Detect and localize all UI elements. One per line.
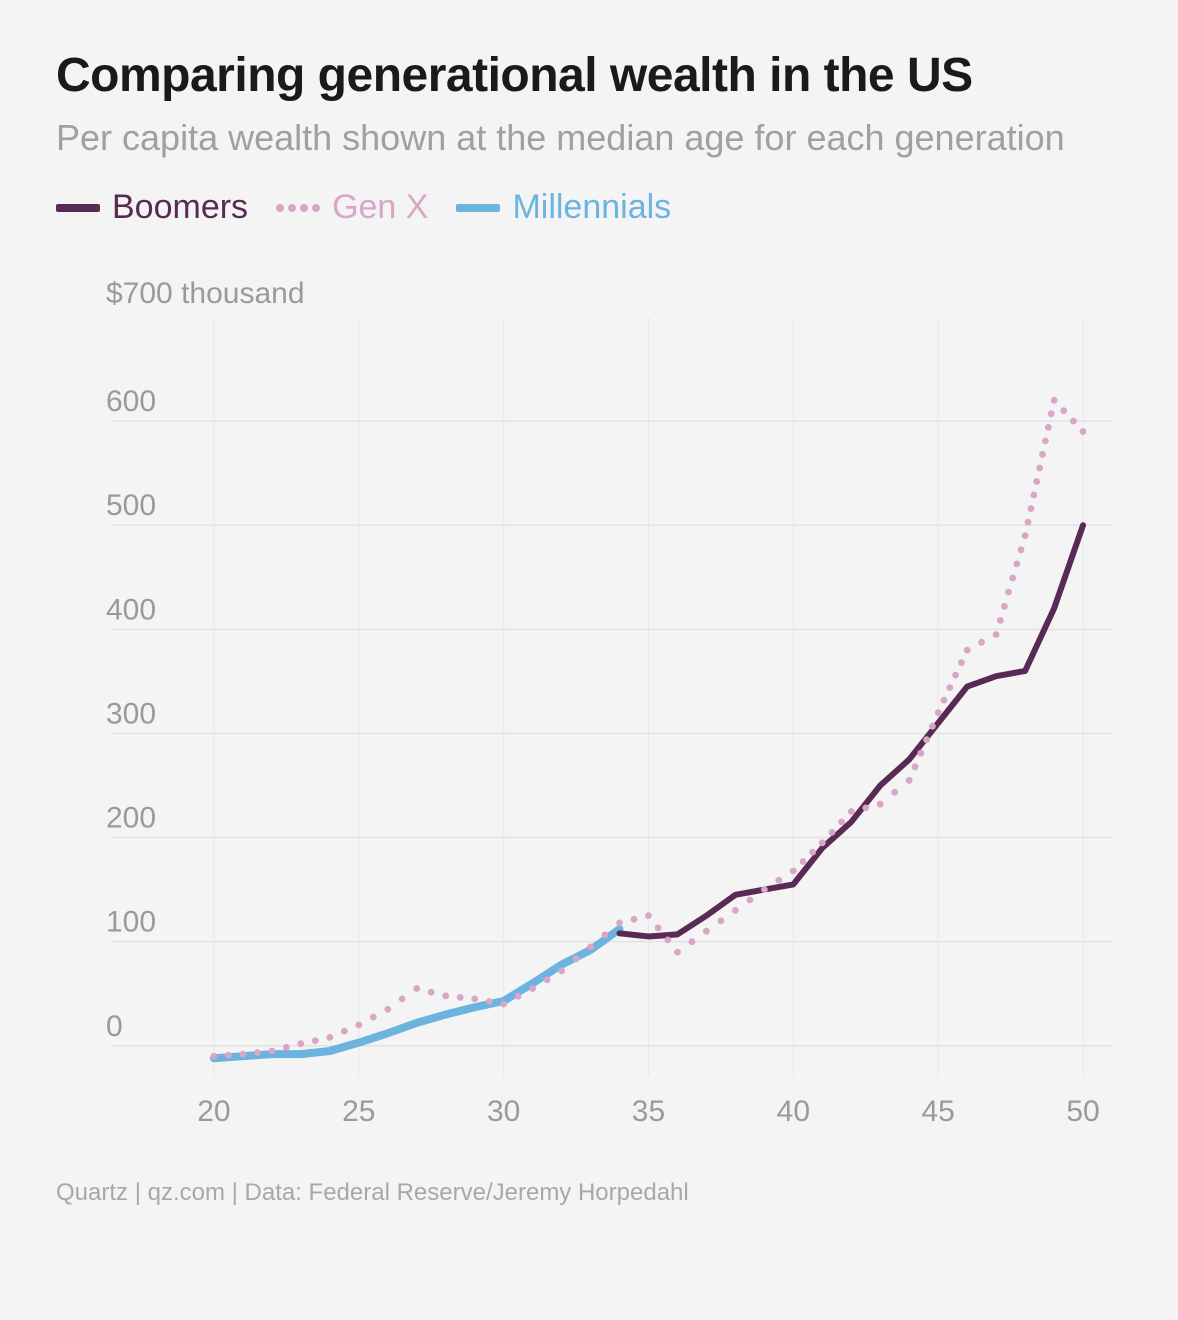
x-tick-label: 50	[1066, 1095, 1099, 1128]
y-tick-label: 500	[106, 489, 156, 522]
x-tick-label: 20	[197, 1095, 230, 1128]
line-millennials	[214, 929, 620, 1058]
y-tick-label: 400	[106, 593, 156, 626]
legend-item-millennials: Millennials	[456, 188, 671, 227]
chart-title: Comparing generational wealth in the US	[56, 48, 1122, 103]
y-tick-label: 600	[106, 385, 156, 418]
y-tick-label: 200	[106, 802, 156, 835]
legend-label-boomers: Boomers	[112, 188, 248, 227]
legend-swatch-millennials	[456, 204, 500, 212]
y-tick-label: 300	[106, 697, 156, 730]
legend: Boomers Gen X Millennials	[56, 188, 1122, 227]
chart-svg: $700 thousand 0 100 200 300 400 500 600 20 25 30 35…	[56, 267, 1122, 1147]
line-boomers	[620, 525, 1084, 936]
chart-plot-area: $700 thousand 0 100 200 300 400 500 600 20 25 30 35…	[56, 267, 1122, 1147]
x-tick-label: 30	[487, 1095, 520, 1128]
legend-item-genx: Gen X	[276, 188, 428, 227]
y-tick-label: 0	[106, 1010, 123, 1043]
chart-subtitle: Per capita wealth shown at the median ag…	[56, 115, 1122, 160]
x-tick-label: 45	[921, 1095, 954, 1128]
x-tick-label: 35	[632, 1095, 665, 1128]
legend-item-boomers: Boomers	[56, 188, 248, 227]
legend-swatch-boomers	[56, 204, 100, 212]
x-tick-label: 40	[777, 1095, 810, 1128]
x-tick-label: 25	[342, 1095, 375, 1128]
y-axis-top-label: $700 thousand	[106, 277, 305, 310]
legend-label-millennials: Millennials	[512, 188, 671, 227]
chart-footer: Quartz | qz.com | Data: Federal Reserve/…	[56, 1179, 1122, 1207]
legend-label-genx: Gen X	[332, 188, 428, 227]
y-tick-label: 100	[106, 906, 156, 939]
legend-swatch-genx	[276, 204, 320, 212]
chart-container: Comparing generational wealth in the US …	[0, 0, 1178, 1320]
